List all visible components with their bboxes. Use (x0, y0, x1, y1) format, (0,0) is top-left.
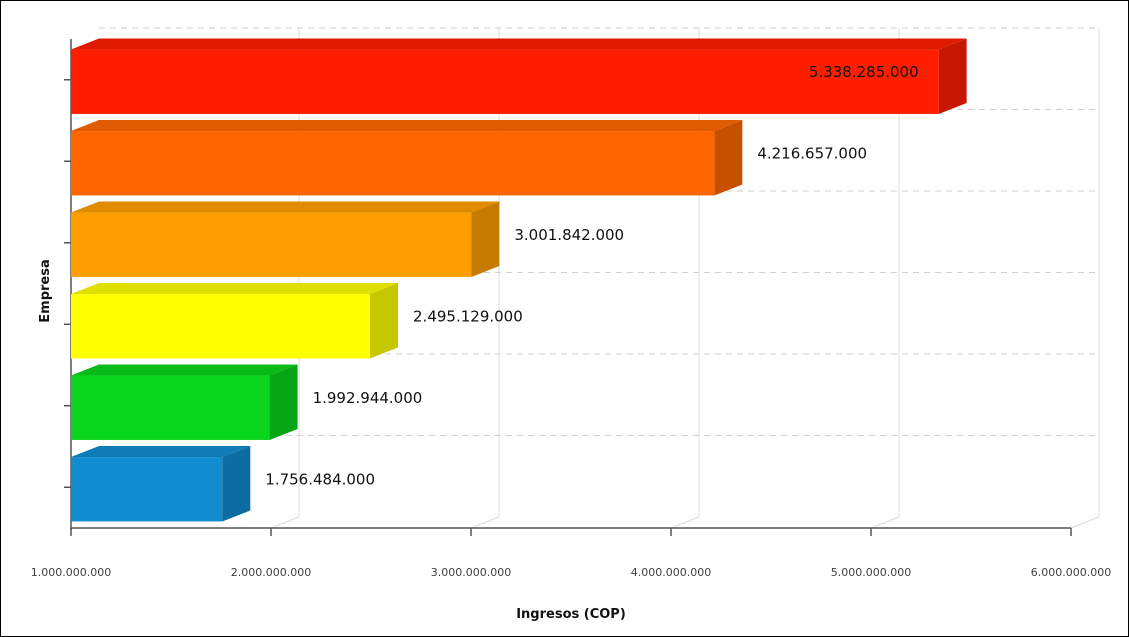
x-tick-label: 1.000.000.000 (31, 566, 111, 579)
bar-front-face (71, 457, 223, 522)
bars (71, 38, 967, 522)
y-axis-title: Empresa (38, 259, 53, 322)
bar (71, 283, 399, 359)
floor-gridline (670, 516, 700, 529)
x-tick-label: 2.000.000.000 (231, 566, 311, 579)
bar-front-face (71, 131, 715, 196)
x-tick-label: 5.000.000.000 (831, 566, 911, 579)
value-labels: 5.338.285.000 4.216.657.000 3.001.842.000 2… (265, 63, 918, 489)
bar-front-face (71, 375, 270, 440)
bar-value-label: 3.001.842.000 (514, 226, 624, 244)
bar-side-face (714, 120, 743, 196)
bar (71, 38, 967, 114)
bar-top-face (71, 364, 298, 376)
x-tick-label: 4.000.000.000 (631, 566, 711, 579)
bar (71, 201, 500, 277)
bar-front-face (71, 212, 472, 277)
bar-side-face (269, 364, 298, 440)
x-tick-label: 6.000.000.000 (1031, 566, 1111, 579)
x-tick-label: 3.000.000.000 (431, 566, 511, 579)
bar-top-face (71, 446, 251, 458)
bar-value-label: 5.338.285.000 (809, 63, 919, 81)
bar-top-face (71, 38, 967, 50)
bar-side-face (370, 283, 399, 359)
floor-gridline (870, 516, 900, 529)
bar-value-label: 2.495.129.000 (413, 307, 523, 325)
floor-gridline (1070, 516, 1100, 529)
x-tick-labels: 1.000.000.000 2.000.000.000 3.000.000.000 4… (31, 566, 1111, 579)
axes (64, 39, 1072, 536)
bar-front-face (71, 294, 371, 359)
bar-value-label: 1.992.944.000 (313, 389, 423, 407)
bar-top-face (71, 201, 500, 213)
bar-top-face (71, 120, 743, 132)
bar-front-face (71, 49, 939, 114)
bar (71, 446, 251, 522)
floor-gridline (470, 516, 500, 529)
bar-side-face (222, 446, 251, 522)
x-axis-title: Ingresos (COP) (516, 607, 626, 622)
bar-side-face (938, 38, 967, 114)
bar-top-face (71, 283, 399, 295)
bar (71, 120, 743, 196)
bar (71, 364, 298, 440)
bar-value-label: 4.216.657.000 (757, 144, 867, 162)
floor-gridline (270, 516, 300, 529)
bar-side-face (471, 201, 500, 277)
bar-value-label: 1.756.484.000 (265, 470, 375, 488)
